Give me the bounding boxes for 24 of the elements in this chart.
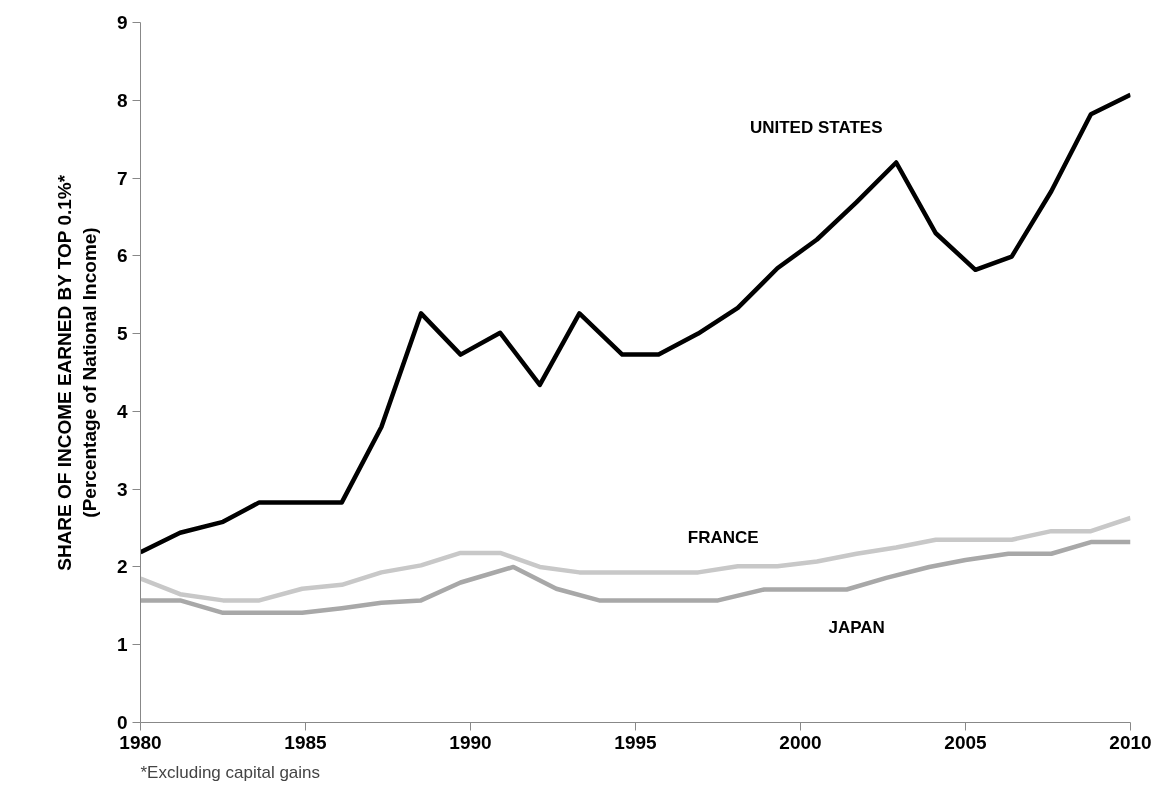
- series-label: UNITED STATES: [749, 118, 883, 137]
- y-tick-label: 0: [116, 712, 128, 733]
- series-label: FRANCE: [687, 527, 759, 547]
- line-series: [140, 92, 1131, 555]
- x-tick-label: 1990: [449, 731, 492, 753]
- y-tick-label: 4: [116, 400, 128, 422]
- y-tick-label: 3: [116, 478, 128, 500]
- x-tick-label: 2010: [1109, 731, 1152, 753]
- y-axis-title: SHARE OF INCOME EARNED BY TOP 0.1%* (Percentage of National Income): [53, 174, 100, 571]
- y-tick-label: 9: [116, 12, 128, 33]
- series-label: JAPAN: [828, 618, 885, 637]
- x-tick-label: 1985: [284, 731, 328, 753]
- y-tick-label: 7: [116, 167, 128, 189]
- x-tick-label: 1980: [119, 731, 162, 753]
- line-series: [140, 515, 1131, 603]
- text: *Excluding capital gains: [140, 762, 321, 782]
- x-tick-label: 2000: [779, 731, 822, 753]
- x-tick-label: 2005: [944, 731, 988, 753]
- y-tick-label: 1: [116, 634, 128, 656]
- y-tick-label: 2: [116, 556, 128, 578]
- y-tick-label: 5: [116, 323, 128, 345]
- y-tick-label: 6: [116, 245, 128, 267]
- x-tick-label: 1995: [614, 731, 658, 753]
- y-tick-label: 8: [116, 89, 128, 111]
